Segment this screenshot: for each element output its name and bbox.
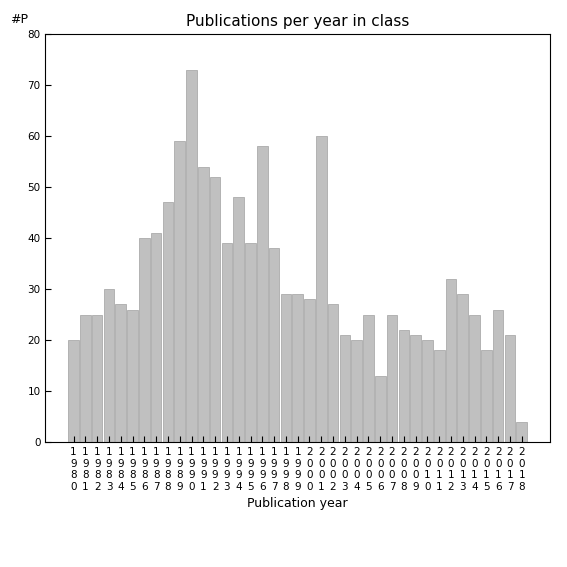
- Bar: [104, 289, 115, 442]
- Bar: [375, 376, 386, 442]
- Bar: [163, 202, 174, 442]
- Bar: [92, 315, 103, 442]
- Bar: [493, 310, 503, 442]
- Bar: [422, 340, 433, 442]
- Bar: [245, 243, 256, 442]
- Bar: [481, 350, 492, 442]
- Bar: [234, 197, 244, 442]
- Bar: [446, 279, 456, 442]
- Bar: [293, 294, 303, 442]
- Bar: [139, 238, 150, 442]
- Bar: [458, 294, 468, 442]
- Bar: [340, 335, 350, 442]
- Bar: [269, 248, 280, 442]
- Bar: [210, 177, 221, 442]
- Bar: [352, 340, 362, 442]
- Bar: [151, 233, 162, 442]
- Bar: [198, 167, 209, 442]
- Bar: [316, 136, 327, 442]
- Bar: [469, 315, 480, 442]
- Bar: [127, 310, 138, 442]
- Bar: [222, 243, 232, 442]
- Text: #P: #P: [10, 13, 28, 26]
- Bar: [387, 315, 397, 442]
- Bar: [505, 335, 515, 442]
- Bar: [281, 294, 291, 442]
- Bar: [186, 70, 197, 442]
- Bar: [257, 146, 268, 442]
- X-axis label: Publication year: Publication year: [247, 497, 348, 510]
- Bar: [68, 340, 79, 442]
- Bar: [411, 335, 421, 442]
- Bar: [399, 330, 409, 442]
- Bar: [434, 350, 445, 442]
- Bar: [517, 422, 527, 442]
- Bar: [328, 304, 338, 442]
- Bar: [175, 141, 185, 442]
- Bar: [304, 299, 315, 442]
- Bar: [80, 315, 91, 442]
- Bar: [363, 315, 374, 442]
- Title: Publications per year in class: Publications per year in class: [186, 14, 409, 29]
- Bar: [116, 304, 126, 442]
